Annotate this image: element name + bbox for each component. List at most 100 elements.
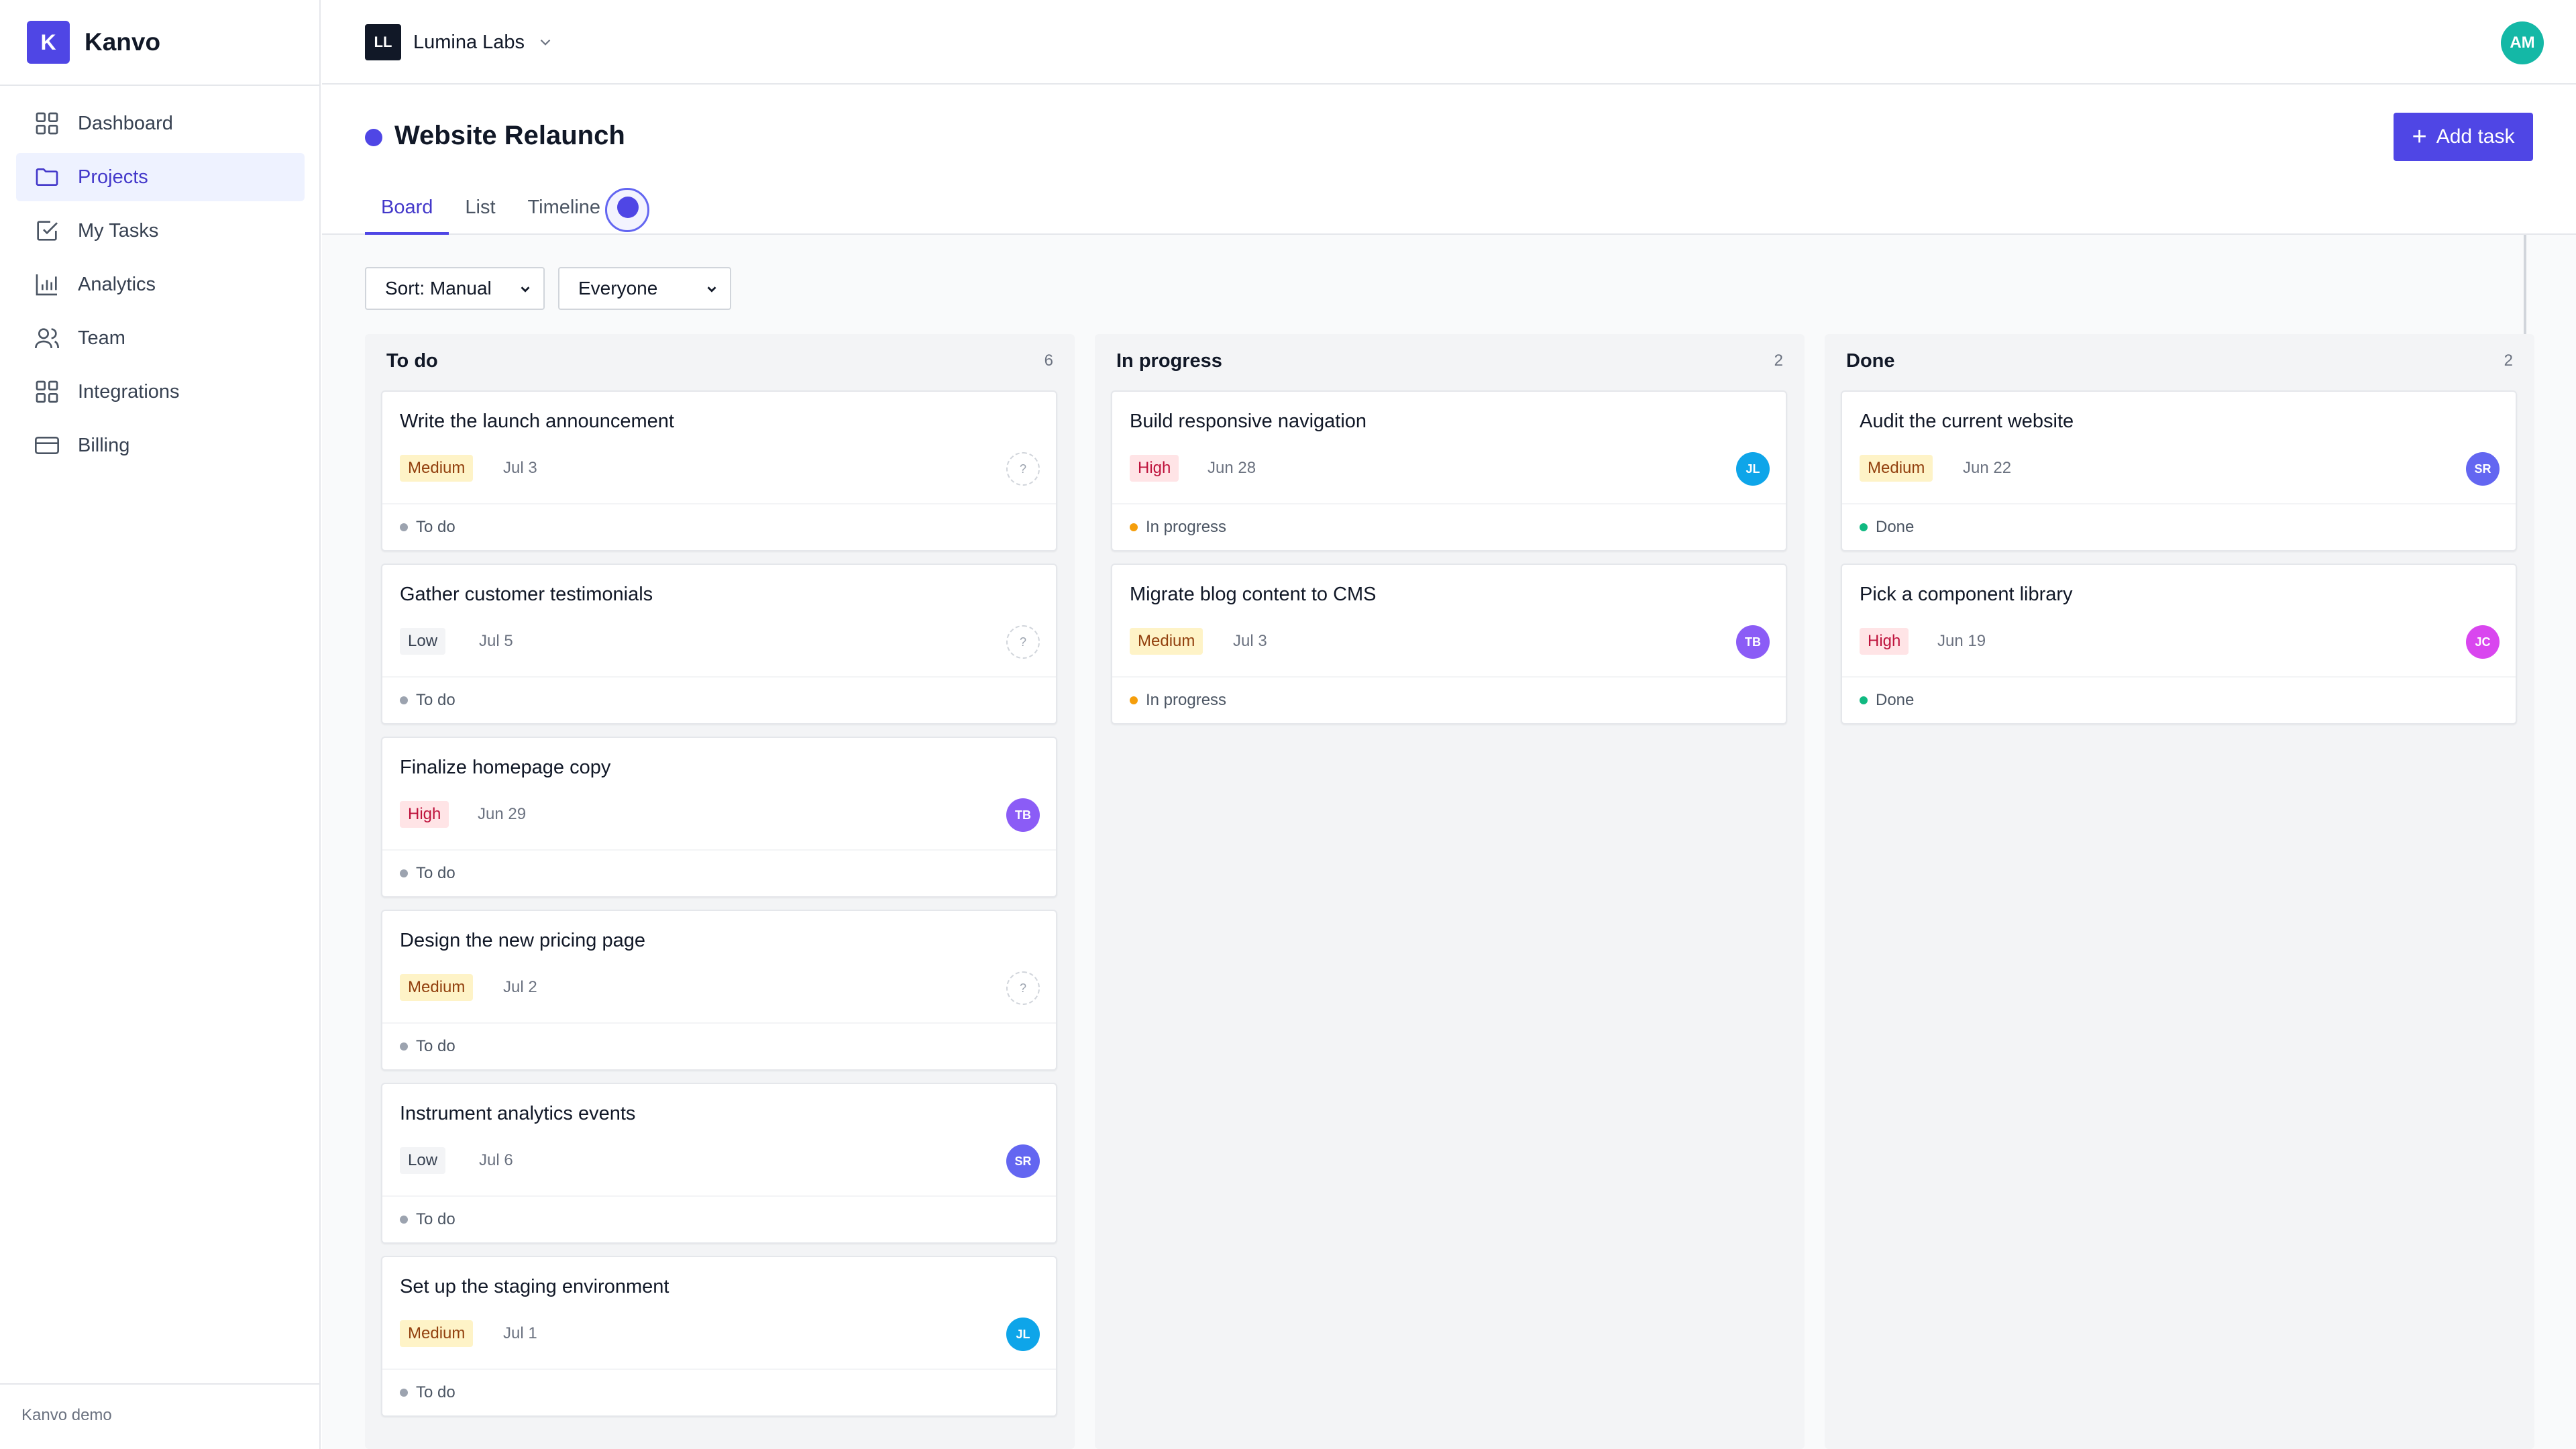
unassigned-avatar[interactable]: ? bbox=[1006, 452, 1040, 486]
task-status: To do bbox=[400, 1379, 455, 1406]
status-label: In progress bbox=[1146, 518, 1227, 536]
status-label: To do bbox=[416, 518, 455, 536]
assignee-filter-value: Everyone bbox=[578, 278, 658, 299]
status-dot bbox=[400, 523, 408, 531]
plus-icon: + bbox=[2412, 123, 2427, 151]
view-tabs: Board List Timeline bbox=[365, 180, 616, 235]
user-avatar[interactable]: AM bbox=[2501, 21, 2544, 64]
due-date: Jul 2 bbox=[503, 978, 537, 996]
status-dot bbox=[400, 1042, 408, 1051]
column-count: 2 bbox=[1774, 352, 1783, 370]
task-status: To do bbox=[400, 1033, 455, 1060]
assignee-avatar[interactable]: TB bbox=[1736, 625, 1770, 659]
assignee-avatar[interactable]: JL bbox=[1736, 452, 1770, 486]
task-status: Done bbox=[1860, 514, 1914, 541]
sidebar-item-team[interactable]: Team bbox=[16, 314, 305, 362]
sidebar-item-dashboard[interactable]: Dashboard bbox=[16, 99, 305, 148]
sidebar-item-my-tasks[interactable]: My Tasks bbox=[16, 207, 305, 255]
task-card[interactable]: Audit the current website Medium Jun 22 SR D… bbox=[1841, 390, 2517, 551]
task-card[interactable]: Design the new pricing page Medium Jul 2? T… bbox=[381, 910, 1057, 1071]
sidebar-item-analytics[interactable]: Analytics bbox=[16, 260, 305, 309]
due-date: Jul 1 bbox=[503, 1324, 537, 1342]
sort-select[interactable]: Sort: Manual bbox=[365, 267, 545, 310]
status-dot bbox=[400, 869, 408, 877]
task-title: Design the new pricing page bbox=[400, 930, 645, 951]
sidebar-item-label: My Tasks bbox=[78, 219, 159, 241]
add-task-button[interactable]: + Add task bbox=[2394, 113, 2533, 161]
pointer-indicator-dot bbox=[617, 197, 639, 218]
priority-badge: Low bbox=[400, 1147, 446, 1174]
status-label: To do bbox=[416, 864, 455, 882]
status-dot bbox=[1130, 696, 1138, 704]
task-card[interactable]: Set up the staging environment Medium Jul … bbox=[381, 1256, 1057, 1417]
org-name: Lumina Labs bbox=[413, 31, 525, 53]
due-date: Jul 6 bbox=[479, 1151, 513, 1169]
brand-logo: K bbox=[27, 21, 70, 64]
unassigned-avatar[interactable]: ? bbox=[1006, 971, 1040, 1005]
status-label: To do bbox=[416, 1210, 455, 1228]
sidebar-item-label: Projects bbox=[78, 166, 148, 188]
chevron-down-icon bbox=[707, 286, 716, 292]
due-date: Jul 5 bbox=[479, 632, 513, 650]
assignee-avatar[interactable]: TB bbox=[1006, 798, 1040, 832]
assignee-avatar[interactable]: JL bbox=[1006, 1318, 1040, 1351]
status-dot bbox=[1130, 523, 1138, 531]
unassigned-avatar[interactable]: ? bbox=[1006, 625, 1040, 659]
assignee-avatar[interactable]: JC bbox=[2466, 625, 2500, 659]
task-card[interactable]: Gather customer testimonials Low Jul 5? To … bbox=[381, 564, 1057, 724]
task-card[interactable]: Write the launch announcement Medium Jul 3… bbox=[381, 390, 1057, 551]
org-switcher[interactable]: LL Lumina Labs bbox=[365, 24, 554, 60]
priority-badge: Medium bbox=[400, 455, 474, 482]
sidebar-item-projects[interactable]: Projects bbox=[16, 153, 305, 201]
status-label: To do bbox=[416, 1383, 455, 1401]
divider bbox=[382, 1022, 1056, 1024]
brand[interactable]: K Kanvo bbox=[27, 20, 160, 64]
board-column: To do 6 Write the launch announcement Mediu… bbox=[365, 334, 1075, 1449]
task-status: Done bbox=[1860, 687, 1914, 714]
brand-name: Kanvo bbox=[85, 28, 161, 56]
dashboard-icon bbox=[36, 112, 58, 135]
status-label: To do bbox=[416, 691, 455, 709]
task-card[interactable]: Pick a component library High Jun 19 JC Done bbox=[1841, 564, 2517, 724]
task-title: Write the launch announcement bbox=[400, 411, 674, 432]
sidebar-footer: Kanvo demo bbox=[21, 1406, 112, 1424]
task-status: To do bbox=[400, 860, 455, 887]
tab-timeline[interactable]: Timeline bbox=[527, 196, 601, 218]
divider bbox=[382, 1195, 1056, 1197]
task-card[interactable]: Build responsive navigation High Jun 28 JL I… bbox=[1111, 390, 1787, 551]
status-dot bbox=[400, 1216, 408, 1224]
board-column: Done 2 Audit the current website Medium Jun … bbox=[1825, 334, 2534, 1449]
top-bar: LL Lumina Labs AM bbox=[322, 0, 2576, 85]
priority-badge: High bbox=[1860, 628, 1909, 655]
column-count: 6 bbox=[1044, 352, 1053, 370]
task-card[interactable]: Instrument analytics events Low Jul 6 SR To … bbox=[381, 1083, 1057, 1244]
divider bbox=[382, 1368, 1056, 1370]
status-dot bbox=[400, 1389, 408, 1397]
tab-list[interactable]: List bbox=[465, 196, 496, 218]
sidebar-item-label: Team bbox=[78, 327, 125, 349]
divider bbox=[1112, 503, 1786, 504]
sidebar: K Kanvo Dashboard Projects My Tasks bbox=[0, 0, 321, 1449]
chevron-down-icon bbox=[521, 286, 530, 292]
due-date: Jun 19 bbox=[1937, 632, 1986, 650]
task-card[interactable]: Migrate blog content to CMS Medium Jul 3 TB… bbox=[1111, 564, 1787, 724]
credit-card-icon bbox=[35, 437, 59, 454]
status-dot bbox=[1860, 696, 1868, 704]
assignee-filter-select[interactable]: Everyone bbox=[558, 267, 731, 310]
sidebar-item-integrations[interactable]: Integrations bbox=[16, 368, 305, 416]
task-title: Build responsive navigation bbox=[1130, 411, 1367, 432]
task-card[interactable]: Finalize homepage copy High Jun 29 TB To do bbox=[381, 737, 1057, 898]
folder-icon bbox=[36, 168, 58, 186]
sidebar-item-label: Integrations bbox=[78, 380, 180, 402]
priority-badge: Medium bbox=[400, 974, 474, 1001]
due-date: Jul 3 bbox=[503, 459, 537, 477]
task-title: Finalize homepage copy bbox=[400, 757, 611, 778]
assignee-avatar[interactable]: SR bbox=[2466, 452, 2500, 486]
priority-badge: Low bbox=[400, 628, 446, 655]
task-title: Gather customer testimonials bbox=[400, 584, 653, 605]
column-title: Done bbox=[1846, 350, 1895, 372]
assignee-avatar[interactable]: SR bbox=[1006, 1144, 1040, 1178]
sidebar-item-billing[interactable]: Billing bbox=[16, 421, 305, 470]
column-title: To do bbox=[386, 350, 438, 372]
tab-board[interactable]: Board bbox=[365, 180, 449, 235]
